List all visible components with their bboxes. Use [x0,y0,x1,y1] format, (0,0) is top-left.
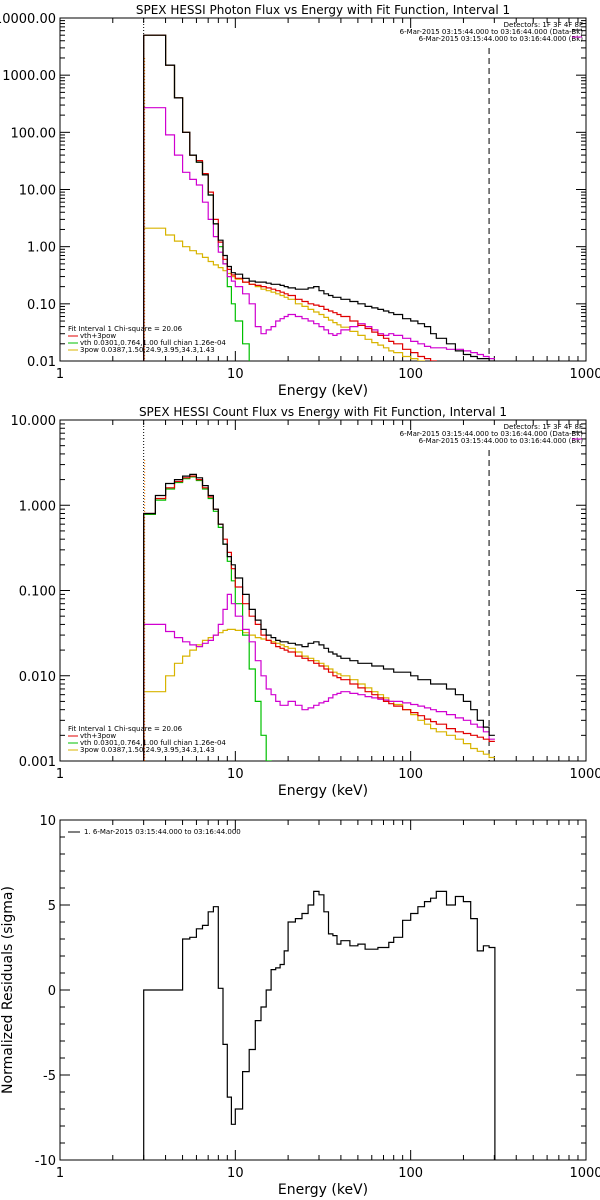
series-line-1-6-mar-2015-03-15-44-00 [143,890,496,1160]
series-line-vth [143,476,272,761]
x-axis-label: Energy (keV) [278,1182,368,1198]
x-tick-label: 100 [398,1166,423,1181]
info-line: Detectors: 1F 3F 4F 8F [504,423,583,431]
x-tick-label: 10 [227,1166,244,1181]
x-tick-label: 10 [227,767,244,782]
y-tick-label: 10 [39,814,56,829]
chart-title: SPEX HESSI Count Flux vs Energy with Fit… [139,405,507,419]
y-tick-label: 0 [48,984,56,999]
y-tick-label: -10 [35,1154,56,1169]
x-tick-label: 1000 [569,367,600,382]
legend-entry: Fit Interval 1 Chi-square = 20.06 [68,725,183,733]
panel-count: SPEX HESSI Count Flux vs Energy with Fit… [11,405,600,799]
info-line: 6-Mar-2015 03:15:44.000 to 03:16:44.000 … [400,430,584,438]
y-tick-label: 0.100 [19,585,56,600]
legend-entry: 1. 6-Mar-2015 03:15:44.000 to 03:16:44.0… [84,828,241,836]
y-tick-label: -5 [43,1069,56,1084]
legend-entry: vth+3pow [80,332,116,340]
x-tick-label: 100 [398,767,423,782]
y-tick-label: 5 [48,899,56,914]
panel-photon: SPEX HESSI Photon Flux vs Energy with Fi… [0,3,600,399]
x-tick-label: 1000 [569,767,600,782]
y-tick-label: 1.00 [27,241,56,256]
plot-frame [59,419,587,762]
panel-resid: 1 10 100 1000 Energy (keV) 10 5 0 -5 -10 Normalize… [0,814,600,1198]
y-tick-label: 1000.00 [2,69,56,84]
y-tick-label: 0.001 [19,755,56,770]
series-line-bk [143,593,495,761]
x-tick-label: 10 [227,367,244,382]
series-line-vth [143,34,250,361]
legend-entry: vth+3pow [80,732,116,740]
plot-frame [59,819,587,1161]
y-tick-label: 0.10 [27,298,56,313]
legend-entry: vth 0.0301,0.764,1.00 full chian 1.26e-0… [80,339,226,347]
info-line: 6-Mar-2015 03:15:44.000 to 03:16:44.000 … [419,35,584,43]
y-axis-label: Normalized Residuals (sigma) [0,886,16,1094]
series-line-vth-3pow [143,34,437,361]
x-tick-label: 1 [56,367,64,382]
y-tick-label: 1.000 [19,499,56,514]
x-axis-label: Energy (keV) [278,783,368,799]
legend-entry: 3pow 0.0387,1.50,24.9,3.95,34.3,1.43 [80,746,215,754]
series-line-data-bk [143,473,495,761]
legend-entry: 3pow 0.0387,1.50,24.9,3.95,34.3,1.43 [80,346,215,354]
chart-title: SPEX HESSI Photon Flux vs Energy with Fi… [136,3,510,17]
plot-frame [59,17,587,362]
series-line-bk [143,107,495,361]
x-tick-label: 1 [56,1166,64,1181]
legend-entry: vth 0.0301,0.764,1.00 full chian 1.26e-0… [80,739,226,747]
y-tick-label: 0.010 [19,670,56,685]
info-line: 6-Mar-2015 03:15:44.000 to 03:16:44.000 … [419,437,584,445]
y-tick-label: 10.000 [11,414,57,429]
series-line-vth-3pow [143,475,495,761]
y-tick-label: 0.01 [27,355,56,370]
x-axis-label: Energy (keV) [278,383,368,399]
x-tick-label: 1000 [569,1166,600,1181]
info-line: Detectors: 1F 3F 4F 8F [504,21,583,29]
y-tick-label: 100.00 [11,126,57,141]
series-line-data-bk [143,34,495,361]
y-tick-label: 10.00 [19,184,56,199]
legend-entry: Fit Interval 1 Chi-square = 20.06 [68,325,183,333]
series-group [143,473,495,761]
series-group [143,890,496,1160]
series-group [143,34,495,361]
series-line-3pow [143,227,426,361]
x-tick-label: 1 [56,767,64,782]
y-tick-label: 10000.00 [0,12,56,27]
x-tick-label: 100 [398,367,423,382]
info-line: 6-Mar-2015 03:15:44.000 to 03:16:44.000 … [400,28,584,36]
